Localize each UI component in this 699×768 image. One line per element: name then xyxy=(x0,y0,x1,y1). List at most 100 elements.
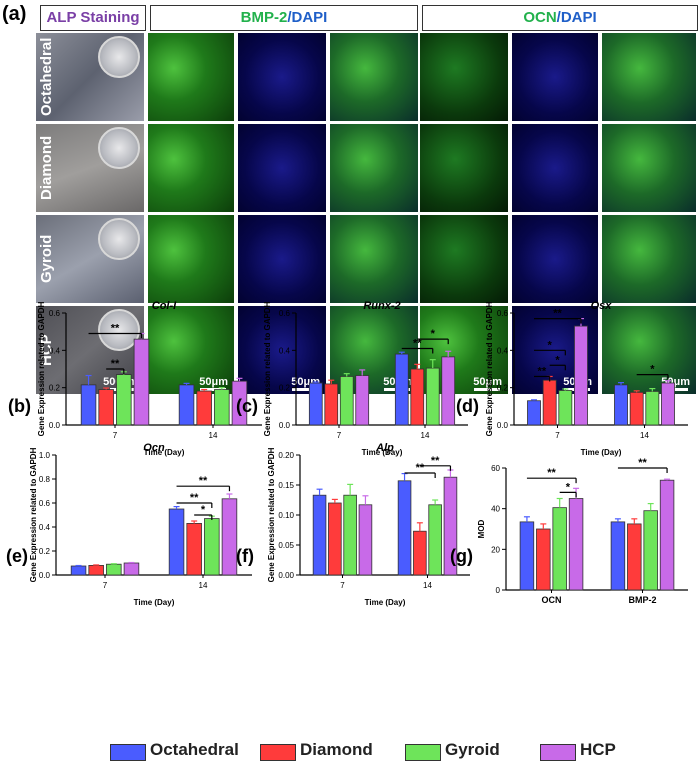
y-tick-label: 0.10 xyxy=(278,511,294,520)
bar-hcp xyxy=(661,382,675,426)
ocn-header: OCN/DAPI xyxy=(422,5,698,31)
y-tick-label: 0.0 xyxy=(49,421,61,430)
alp-image: Diamond xyxy=(36,124,144,212)
significance-label: * xyxy=(431,328,436,340)
bar-gyroid xyxy=(214,389,230,426)
bar-diamond xyxy=(536,528,551,591)
panel-label: (b) xyxy=(8,396,31,416)
scaffold-inset-image xyxy=(98,309,140,351)
x-tick-label: BMP-2 xyxy=(628,595,656,605)
bar-octahedral xyxy=(168,508,185,576)
ocn-image xyxy=(512,33,598,121)
chart-title: Ocn xyxy=(143,442,165,454)
x-tick-label: OCN xyxy=(542,595,562,605)
bar-hcp xyxy=(133,338,150,426)
alp-header: ALP Staining xyxy=(40,5,146,31)
panel-label: (f) xyxy=(236,546,254,566)
bar-diamond xyxy=(413,530,427,576)
scaffold-inset-image xyxy=(98,218,140,260)
significance-label: * xyxy=(566,481,571,493)
scaffold-inset-image xyxy=(98,36,140,78)
bar-gyroid xyxy=(558,390,573,426)
x-tick-label: 7 xyxy=(340,581,345,590)
bar-gyroid xyxy=(339,376,354,426)
legend-swatch-diamond xyxy=(260,744,296,761)
bar-gyroid xyxy=(106,563,122,576)
bmp2-image: 50μm xyxy=(238,306,326,394)
bar-octahedral xyxy=(70,565,87,576)
ocn-image xyxy=(420,215,508,303)
chart-title: Alp xyxy=(375,442,394,454)
alp-image: Gyroid xyxy=(36,215,144,303)
y-axis-label: Gene Expression related to GAPDH xyxy=(263,301,272,436)
significance-label: ** xyxy=(111,358,120,370)
bmp-header-dapi: /DAPI xyxy=(287,9,328,26)
bar-diamond xyxy=(629,391,644,426)
y-tick-label: 0.8 xyxy=(39,475,51,484)
y-tick-label: 0.2 xyxy=(279,384,291,393)
bar-hcp xyxy=(355,375,370,426)
scale-bar-label: 50μm xyxy=(199,376,228,388)
bar-octahedral xyxy=(519,521,535,591)
y-axis-label: MOD xyxy=(477,519,486,538)
x-tick-label: 7 xyxy=(337,431,342,440)
legend-label-octahedral: Octahedral xyxy=(150,740,239,759)
chart-title: Osx xyxy=(591,300,613,312)
bmp2-image: 50μm xyxy=(148,306,234,394)
y-tick-label: 20 xyxy=(491,545,500,554)
significance-label: ** xyxy=(416,462,425,474)
bar-gyroid xyxy=(116,374,132,426)
alp-header-text: ALP Staining xyxy=(46,9,140,26)
bmp2-image xyxy=(330,124,418,212)
bmp2-image xyxy=(330,33,418,121)
bar-hcp xyxy=(221,498,238,576)
bar-octahedral xyxy=(308,382,323,426)
x-tick-label: 14 xyxy=(199,581,208,590)
bar-gyroid xyxy=(645,390,660,426)
bar-diamond xyxy=(88,565,104,576)
bar-gyroid xyxy=(343,494,357,576)
alp-image: HCP500μm xyxy=(36,306,144,394)
y-tick-label: 0.2 xyxy=(49,384,61,393)
x-tick-label: 7 xyxy=(103,581,108,590)
x-axis-label: Time (Day) xyxy=(144,448,185,457)
y-tick-label: 0.6 xyxy=(497,309,509,318)
bmp2-image xyxy=(148,33,234,121)
bar-hcp xyxy=(123,562,140,576)
bar-hcp xyxy=(659,479,675,591)
y-axis-label: Gene Expression related to GAPDH xyxy=(37,301,46,436)
bar-octahedral xyxy=(312,494,327,576)
x-tick-label: 7 xyxy=(113,431,118,440)
scaffold-inset-image xyxy=(98,127,140,169)
legend-swatch-gyroid xyxy=(405,744,441,761)
significance-label: ** xyxy=(431,455,440,467)
bmp2-image xyxy=(148,215,234,303)
ocn-image xyxy=(602,215,696,303)
ocn-image xyxy=(420,33,508,121)
alp-image: Octahedral xyxy=(36,33,144,121)
y-tick-label: 0.0 xyxy=(279,421,291,430)
bar-octahedral xyxy=(178,384,195,426)
panel-label: (c) xyxy=(236,396,258,416)
bar-diamond xyxy=(186,523,202,576)
significance-label: * xyxy=(650,364,655,376)
significance-label: * xyxy=(548,339,553,351)
bar-gyroid xyxy=(425,367,440,426)
bmp2-image xyxy=(238,124,326,212)
ocn-image xyxy=(512,124,598,212)
bar-hcp xyxy=(574,325,588,426)
panel-label: (d) xyxy=(456,396,479,416)
x-tick-label: 14 xyxy=(423,581,432,590)
y-tick-label: 0.4 xyxy=(49,346,61,355)
x-tick-label: 14 xyxy=(209,431,218,440)
scale-bar xyxy=(474,388,500,391)
ocn-header-marker: OCN xyxy=(523,9,557,26)
x-tick-label: 7 xyxy=(555,431,560,440)
bar-diamond xyxy=(324,383,339,426)
chart-title: Runx-2 xyxy=(363,300,400,312)
x-tick-label: 14 xyxy=(640,431,649,440)
legend-swatch-octahedral xyxy=(110,744,146,761)
bar-octahedral xyxy=(610,521,626,591)
